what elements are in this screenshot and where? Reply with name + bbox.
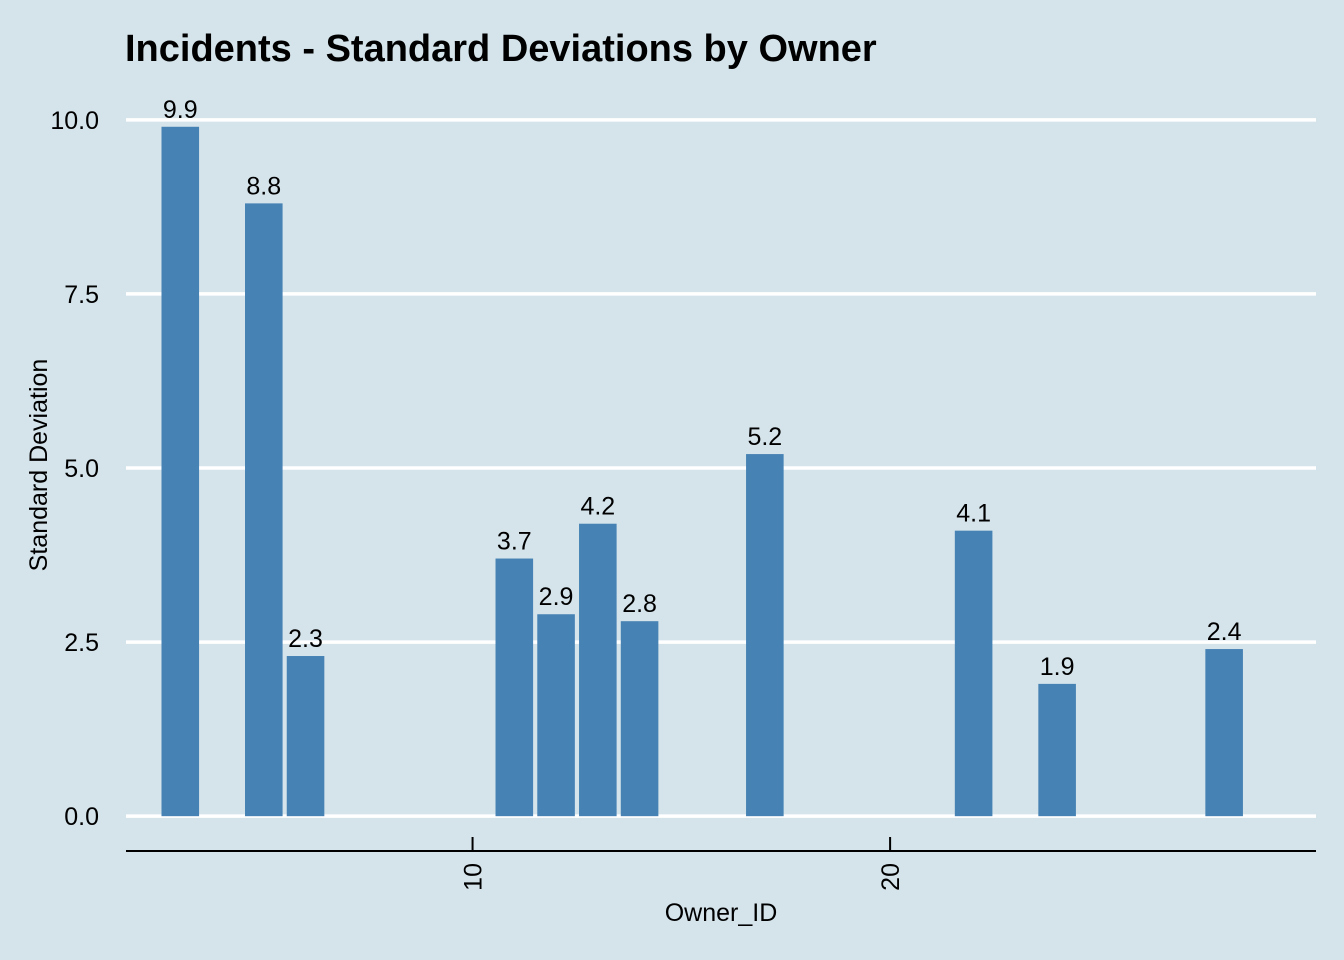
bar-value-label: 2.3 <box>288 625 323 653</box>
y-tick-label: 7.5 <box>64 281 99 309</box>
bars <box>161 126 1243 817</box>
x-ticks: 10 20 <box>460 837 905 891</box>
bar <box>537 614 575 817</box>
bar <box>1038 683 1076 817</box>
y-tick-label: 5.0 <box>64 455 99 483</box>
bar-value-label: 2.4 <box>1207 618 1242 646</box>
x-axis-title: Owner_ID <box>665 899 778 927</box>
bar <box>495 558 534 817</box>
y-tick-label: 10.0 <box>50 107 99 135</box>
bar <box>579 523 617 817</box>
x-tick-label: 20 <box>877 863 905 891</box>
bar <box>161 126 200 817</box>
bar <box>620 621 659 817</box>
y-tick-label: 2.5 <box>64 629 99 657</box>
y-axis-title: Standard Deviation <box>25 359 53 572</box>
bar-value-label: 4.1 <box>956 500 991 528</box>
bar-value-label: 2.8 <box>622 590 657 618</box>
bar <box>286 656 325 817</box>
bar-value-labels: 9.9 8.8 2.3 3.72.9 4.2 2.8 5.2 4.1 1.9 2.4 <box>163 96 1242 681</box>
x-tick-label: 10 <box>460 863 488 891</box>
bar-value-label: 5.2 <box>747 423 782 451</box>
bar-value-label: 3.7 <box>497 528 532 556</box>
bar-value-label: 9.9 <box>163 96 198 124</box>
bar <box>245 203 283 817</box>
y-gridlines <box>126 118 1316 818</box>
bar <box>954 530 993 817</box>
y-tick-labels: 0.0 2.5 5.0 7.5 10.0 <box>50 107 99 831</box>
chart-title: Incidents - Standard Deviations by Owner <box>125 28 877 70</box>
bar <box>746 454 784 817</box>
bar-value-label: 8.8 <box>246 172 281 200</box>
bar-value-label: 4.2 <box>580 493 615 521</box>
bar <box>1205 649 1243 817</box>
bar-value-label: 2.9 <box>539 583 574 611</box>
bar-value-label: 1.9 <box>1040 653 1075 681</box>
y-tick-label: 0.0 <box>64 803 99 831</box>
